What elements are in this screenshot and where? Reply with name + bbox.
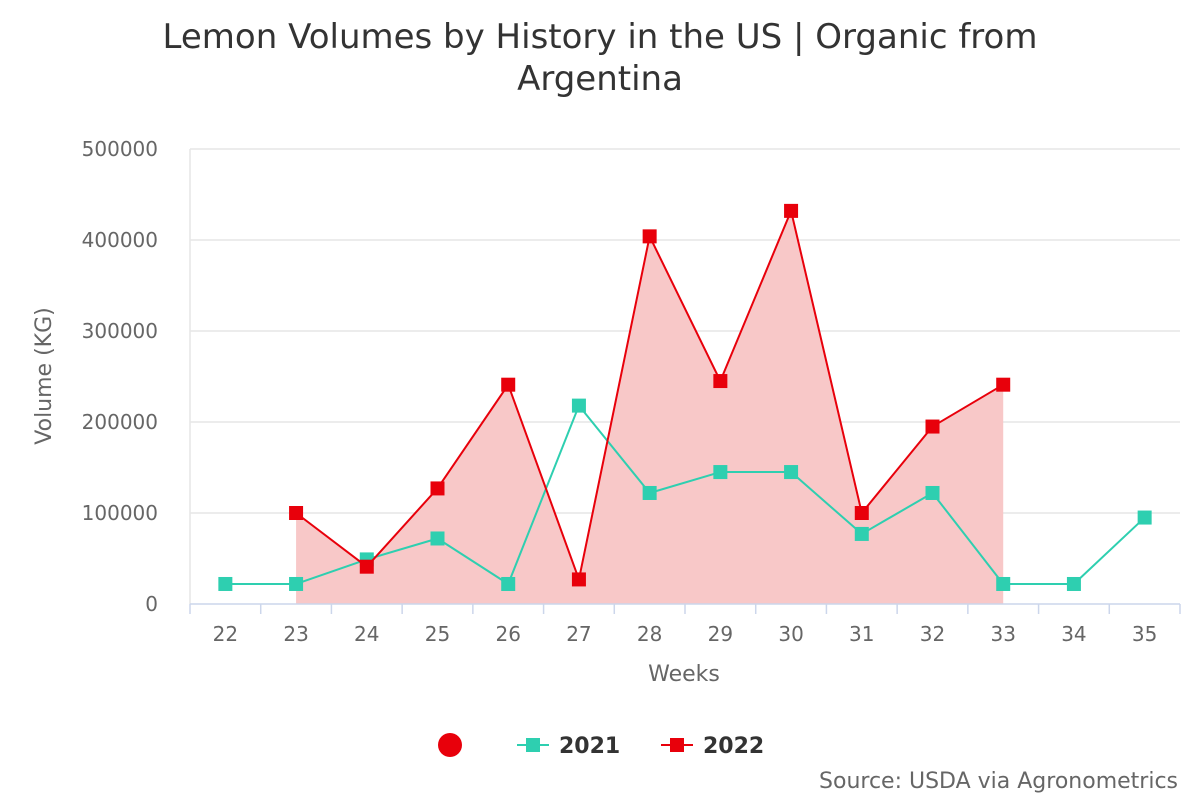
data-point[interactable]	[289, 576, 304, 591]
data-point[interactable]	[501, 576, 516, 591]
area-layer	[296, 210, 1004, 604]
data-point[interactable]	[1066, 576, 1081, 591]
data-point[interactable]	[713, 465, 728, 480]
data-point[interactable]	[1137, 510, 1152, 525]
data-point[interactable]	[854, 506, 869, 520]
x-tick-label: 28	[637, 622, 662, 646]
series-2021-line	[225, 404, 1146, 585]
data-point[interactable]	[642, 485, 657, 500]
series-2022	[289, 203, 1011, 587]
y-tick-label: 0	[145, 592, 158, 616]
data-point[interactable]	[289, 506, 304, 520]
series-2021	[218, 398, 1152, 591]
x-tick-label: 23	[283, 622, 308, 646]
series-2022-area	[296, 210, 1004, 604]
legend-marker-symbol	[526, 738, 540, 752]
data-point[interactable]	[571, 398, 586, 413]
data-point[interactable]	[713, 374, 728, 389]
legend-extra-marker[interactable]	[438, 733, 462, 757]
data-point[interactable]	[430, 531, 445, 546]
data-point[interactable]	[854, 526, 869, 541]
data-point[interactable]	[784, 465, 799, 480]
x-tick-label: 24	[354, 622, 379, 646]
x-tick-label: 26	[495, 622, 520, 646]
x-tick-label: 25	[425, 622, 450, 646]
data-point[interactable]	[642, 229, 657, 244]
data-point[interactable]	[784, 203, 799, 218]
data-point[interactable]	[430, 481, 445, 496]
legend-item-2021[interactable]: 2021	[517, 734, 620, 759]
x-tick-label: 30	[778, 622, 803, 646]
x-tick-label: 31	[849, 622, 874, 646]
y-axis-title: Volume (KG)	[32, 307, 57, 444]
data-point[interactable]	[996, 377, 1011, 392]
legend-item-2022[interactable]: 2022	[661, 734, 764, 759]
x-tick-label: 27	[566, 622, 591, 646]
y-tick-label: 300000	[82, 319, 158, 343]
series-layer	[218, 203, 1152, 591]
legend-label: 2021	[559, 734, 620, 759]
legend: 2021 2022	[438, 733, 764, 759]
y-tick-label: 200000	[82, 410, 158, 434]
x-tick-label: 35	[1132, 622, 1157, 646]
axes: 0 100000 200000 300000 400000 500000 22 23 24 25 2…	[82, 137, 1181, 646]
x-axis-title: Weeks	[648, 662, 720, 687]
source-credit[interactable]: Source: USDA via Agronometrics	[819, 769, 1178, 794]
chart-title: Lemon Volumes by History in the US | Org…	[163, 17, 1038, 99]
chart-title-line-1: Lemon Volumes by History in the US | Org…	[163, 17, 1038, 57]
x-tick-label: 34	[1061, 622, 1086, 646]
data-point[interactable]	[218, 576, 233, 591]
data-point[interactable]	[996, 576, 1011, 591]
legend-marker-symbol	[670, 738, 684, 752]
data-point[interactable]	[925, 485, 940, 500]
x-tick-label: 33	[990, 622, 1015, 646]
y-tick-label: 500000	[82, 137, 158, 161]
y-tick-label: 100000	[82, 501, 158, 525]
data-point[interactable]	[359, 559, 374, 574]
data-point[interactable]	[925, 419, 940, 434]
y-tick-label: 400000	[82, 228, 158, 252]
chart-title-line-2: Argentina	[517, 59, 683, 99]
x-tick-label: 29	[708, 622, 733, 646]
x-tick-label: 32	[920, 622, 945, 646]
legend-label: 2022	[703, 734, 764, 759]
data-point[interactable]	[571, 572, 586, 587]
x-tick-label: 22	[213, 622, 238, 646]
data-point[interactable]	[501, 377, 516, 392]
